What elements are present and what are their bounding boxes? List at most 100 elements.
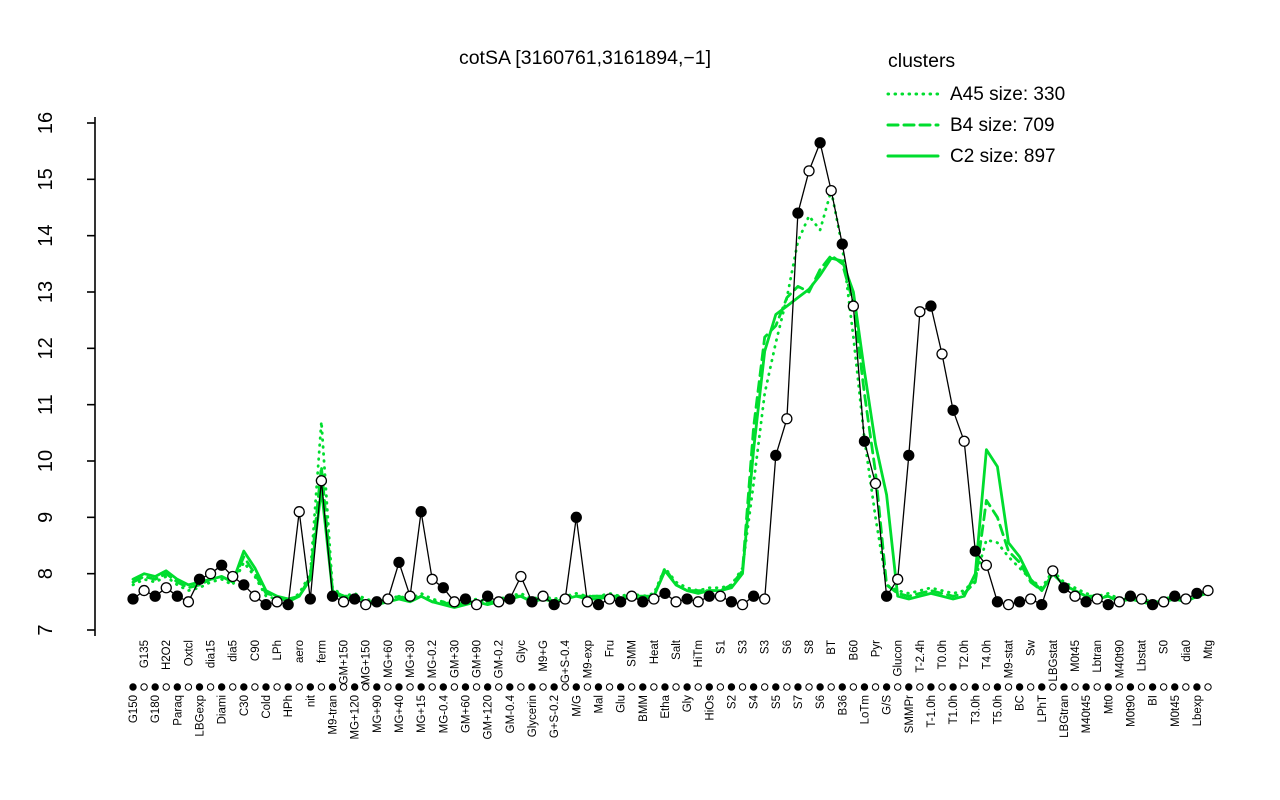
rug-dot [1137, 683, 1146, 691]
rug-dot [550, 683, 558, 691]
x-tick-label: T2.0h [959, 640, 971, 669]
gene-point-open [603, 593, 616, 605]
gene-point-filled [637, 596, 649, 608]
legend-label-B4: B4 size: 709 [950, 115, 1055, 136]
gene-point-filled [725, 596, 738, 608]
rug-dot [650, 683, 658, 691]
rug-dot [151, 683, 159, 691]
rug-dot [561, 683, 569, 691]
x-tick-label: BC [1015, 695, 1027, 711]
x-tick-label: MG+120 [350, 695, 362, 739]
gene-point-filled [1102, 599, 1114, 611]
x-tick-label: M40t90 [1114, 640, 1126, 678]
legend-title: clusters [888, 50, 955, 72]
gene-point-open [537, 590, 549, 602]
rug-dot [860, 683, 869, 691]
gene-point-open [626, 590, 638, 602]
y-tick-label: 13 [35, 281, 57, 303]
gene-point-filled [1013, 596, 1026, 608]
rug-dot [672, 683, 680, 691]
rug-dot [1182, 683, 1190, 691]
y-tick-label: 9 [35, 512, 57, 523]
rug-dot [871, 683, 880, 691]
x-tick-label: SMMPr [904, 695, 916, 734]
rug-dot [273, 683, 281, 691]
series-A45-line [131, 189, 1210, 606]
gene-point-open [803, 165, 815, 177]
gene-point-open [1002, 599, 1015, 611]
gene-point-open [1180, 593, 1192, 605]
x-tick-label: S4 [749, 694, 761, 709]
gene-point-open [138, 584, 150, 597]
x-tick-label: Glyc [516, 640, 528, 663]
y-tick-label: 16 [35, 112, 57, 134]
gene-point-open [670, 596, 682, 608]
x-tick-label: BMM [638, 695, 650, 722]
x-tick-label: S5 [771, 695, 783, 709]
gene-point-filled [348, 593, 361, 605]
x-tick-label: dia15 [206, 640, 218, 668]
gene-point-open [404, 590, 416, 602]
rug-dot [1126, 683, 1135, 691]
rug-dot [450, 683, 459, 691]
gene-point-filled [326, 590, 339, 602]
rug-dot [184, 683, 193, 691]
rug-dot [628, 683, 636, 691]
y-tick-label: 11 [35, 394, 57, 415]
rug-dot [882, 683, 891, 691]
x-tick-label: Lbexp [1192, 695, 1204, 726]
gene-point-open [958, 435, 970, 447]
gene-point-filled [1058, 582, 1070, 594]
gene-point-filled [614, 596, 627, 608]
rug-dot [506, 683, 514, 691]
x-tick-label: Mal [593, 695, 605, 714]
x-tick-label: Sw [1026, 639, 1038, 656]
plot-title: cotSA [3160761,3161894,−1] [459, 47, 711, 69]
rug-dot [229, 683, 237, 691]
rug-dot [849, 683, 858, 691]
x-tick-label: dia0 [1181, 640, 1193, 662]
gene-point-open [1047, 565, 1059, 577]
rug-dot [661, 683, 669, 691]
rug-dot [1171, 683, 1179, 691]
gene-point-filled [903, 449, 915, 462]
gene-point-open [714, 590, 727, 602]
gene-point-open [337, 596, 350, 608]
gene-point-open [160, 582, 172, 594]
x-tick-label: T-1.0h [926, 695, 938, 728]
gene-point-filled [171, 590, 183, 602]
x-tick-label: B36 [837, 695, 849, 715]
x-tick-label: G180 [150, 695, 162, 723]
rug-dot [483, 683, 492, 691]
x-tick-label: G+S-0.4 [560, 639, 572, 683]
x-tick-label: T3.0h [970, 695, 982, 724]
x-tick-label: SMM [627, 640, 639, 667]
rug-dot [905, 683, 913, 691]
x-tick-label: T0.0h [937, 640, 949, 669]
legend-label-C2: C2 size: 897 [950, 146, 1056, 167]
x-tick-label: MG+40 [394, 695, 406, 733]
x-tick-label: Glucon [893, 640, 905, 676]
gene-point-filled [1191, 587, 1203, 600]
rug-dot [240, 683, 248, 691]
x-tick-label: MG+15 [416, 695, 428, 733]
x-tick-label: Lbstat [1137, 639, 1149, 671]
gene-point-open [759, 593, 771, 605]
x-tick-label: H2O2 [161, 640, 173, 670]
x-tick-label: S2 [726, 695, 738, 709]
x-tick-label: HiOs [704, 695, 716, 721]
gene-point-filled [393, 556, 405, 569]
x-tick-label: M40t45 [1081, 695, 1093, 733]
gene-point-filled [260, 599, 272, 611]
x-tick-label: C30 [239, 695, 251, 716]
gene-point-open [847, 300, 860, 312]
rug-dot [572, 683, 580, 691]
rug-dot [971, 683, 979, 691]
gene-point-open [936, 348, 948, 360]
gene-point-filled [991, 596, 1004, 608]
x-tick-label: M9-tran [327, 695, 339, 735]
gene-point-open [493, 596, 505, 608]
rug-dot [195, 683, 204, 691]
